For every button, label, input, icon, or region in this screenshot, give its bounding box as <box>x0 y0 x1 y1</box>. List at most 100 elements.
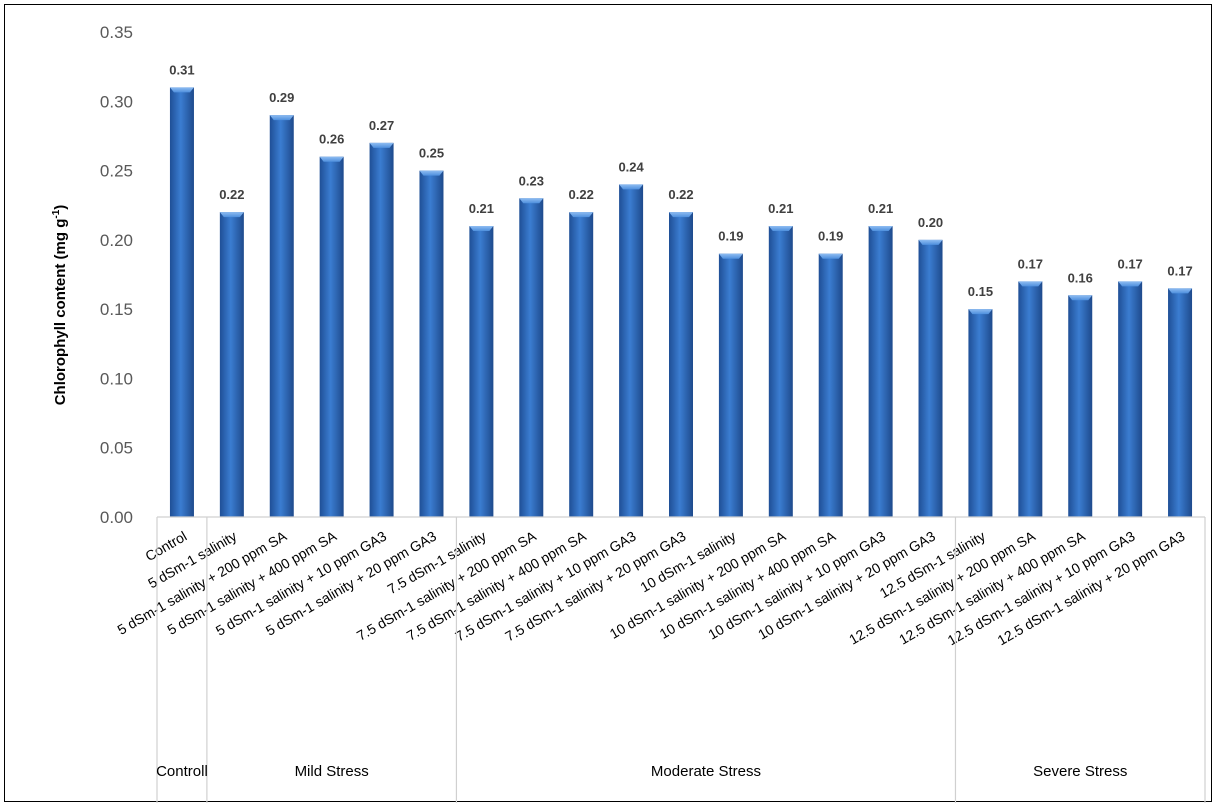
bar-group: 0.22 <box>668 187 694 517</box>
bar-group: 0.21 <box>868 201 893 517</box>
data-label: 0.31 <box>169 62 194 77</box>
data-label: 0.22 <box>569 187 594 202</box>
group-label: Moderate Stress <box>651 763 761 780</box>
data-label: 0.25 <box>419 146 444 161</box>
bar-cap <box>669 212 693 218</box>
bar-group: 0.25 <box>419 146 444 518</box>
bar <box>1168 288 1193 517</box>
bar-group: 0.27 <box>369 118 394 517</box>
bar-group: 0.16 <box>1068 270 1093 517</box>
bar <box>718 253 743 517</box>
bar-cap <box>1068 295 1093 301</box>
data-label: 0.24 <box>618 159 644 174</box>
data-label: 0.16 <box>1068 270 1093 285</box>
y-tick-label: 0.10 <box>100 369 133 388</box>
bar <box>319 156 344 517</box>
data-label: 0.27 <box>369 118 394 133</box>
data-label: 0.20 <box>918 215 943 230</box>
chart-frame: 0.00 0.05 0.10 0.15 0.20 0.25 0.30 0.35 0.31 0.2… <box>4 4 1212 803</box>
y-tick-label: 0.25 <box>100 162 133 181</box>
data-label: 0.17 <box>1117 256 1142 271</box>
bar-group: 0.21 <box>469 201 494 517</box>
bar-group: 0.22 <box>219 187 245 517</box>
bar-group: 0.17 <box>1018 256 1043 517</box>
data-label: 0.19 <box>818 229 843 244</box>
group-label: Mild Stress <box>295 763 369 780</box>
y-tick-label: 0.20 <box>100 231 133 250</box>
bar <box>968 309 993 517</box>
bar-group: 0.17 <box>1117 256 1143 517</box>
data-label: 0.23 <box>519 173 544 188</box>
data-label: 0.21 <box>868 201 893 216</box>
bar <box>269 115 294 518</box>
bar-group: 0.19 <box>818 229 843 517</box>
bar-cap <box>369 142 394 148</box>
bar <box>369 142 394 517</box>
bar-group: 0.31 <box>169 62 195 517</box>
bar-cap <box>469 226 494 231</box>
data-label: 0.22 <box>668 187 693 202</box>
bar <box>669 212 693 517</box>
data-label: 0.29 <box>269 90 294 105</box>
bar <box>419 170 444 518</box>
y-axis-title: Chlorophyll content (mg g-1) <box>51 205 69 406</box>
bar-cap <box>519 198 544 204</box>
bar-chart: 0.00 0.05 0.10 0.15 0.20 0.25 0.30 0.35 0.31 0.2… <box>51 23 1206 803</box>
bars: 0.31 0.22 0.29 0.26 0.27 0.25 0.21 0.23 0.22 0.24… <box>169 62 1193 518</box>
bar-group: 0.17 <box>1167 263 1193 517</box>
bar-group: 0.22 <box>569 187 594 517</box>
bar <box>519 198 544 518</box>
bar-cap <box>169 87 194 93</box>
bar-cap <box>419 170 444 176</box>
bar-cap <box>918 239 943 245</box>
y-tick-label: 0.05 <box>100 439 133 458</box>
data-label: 0.17 <box>1018 256 1043 271</box>
bar <box>569 212 594 517</box>
y-tick-label: 0.15 <box>100 300 133 319</box>
bar <box>1018 281 1043 517</box>
data-label: 0.19 <box>718 229 743 244</box>
bar-group: 0.23 <box>519 173 544 518</box>
bar <box>868 226 893 517</box>
bar-cap <box>718 253 743 259</box>
group-label: Controll <box>156 763 208 780</box>
bar-group: 0.29 <box>269 90 294 518</box>
y-tick-label: 0.30 <box>100 92 133 111</box>
bar <box>169 87 194 517</box>
data-label: 0.21 <box>768 201 793 216</box>
bar-cap <box>968 309 993 315</box>
bar-cap <box>1018 281 1043 287</box>
bar-group: 0.21 <box>768 201 793 517</box>
bar-group: 0.24 <box>618 159 645 517</box>
bar <box>768 226 793 517</box>
data-label: 0.21 <box>469 201 494 216</box>
bar <box>219 212 244 517</box>
bar-cap <box>269 115 294 121</box>
bar-group: 0.20 <box>918 215 943 517</box>
data-label: 0.26 <box>319 132 344 147</box>
y-axis: 0.00 0.05 0.10 0.15 0.20 0.25 0.30 0.35 <box>100 23 133 527</box>
bar <box>818 253 843 517</box>
bar-cap <box>619 184 644 190</box>
y-tick-label: 0.35 <box>100 23 133 42</box>
data-label: 0.15 <box>968 284 993 299</box>
bar <box>1118 281 1143 517</box>
bar <box>918 239 943 517</box>
group-label: Severe Stress <box>1033 763 1127 780</box>
bar-group: 0.19 <box>718 229 744 517</box>
bar-cap <box>1118 281 1143 287</box>
bar <box>619 184 644 517</box>
bar-cap <box>319 156 344 162</box>
bar-cap <box>569 212 594 218</box>
bar-cap <box>768 226 793 231</box>
data-label: 0.22 <box>219 187 244 202</box>
bar <box>469 226 494 517</box>
bar-cap <box>818 253 843 259</box>
y-tick-label: 0.00 <box>100 508 133 527</box>
bar-group: 0.26 <box>319 132 344 517</box>
bar-group: 0.15 <box>968 284 993 517</box>
bar-cap <box>1168 288 1193 294</box>
bar-cap <box>868 226 893 231</box>
bar-cap <box>219 212 244 218</box>
